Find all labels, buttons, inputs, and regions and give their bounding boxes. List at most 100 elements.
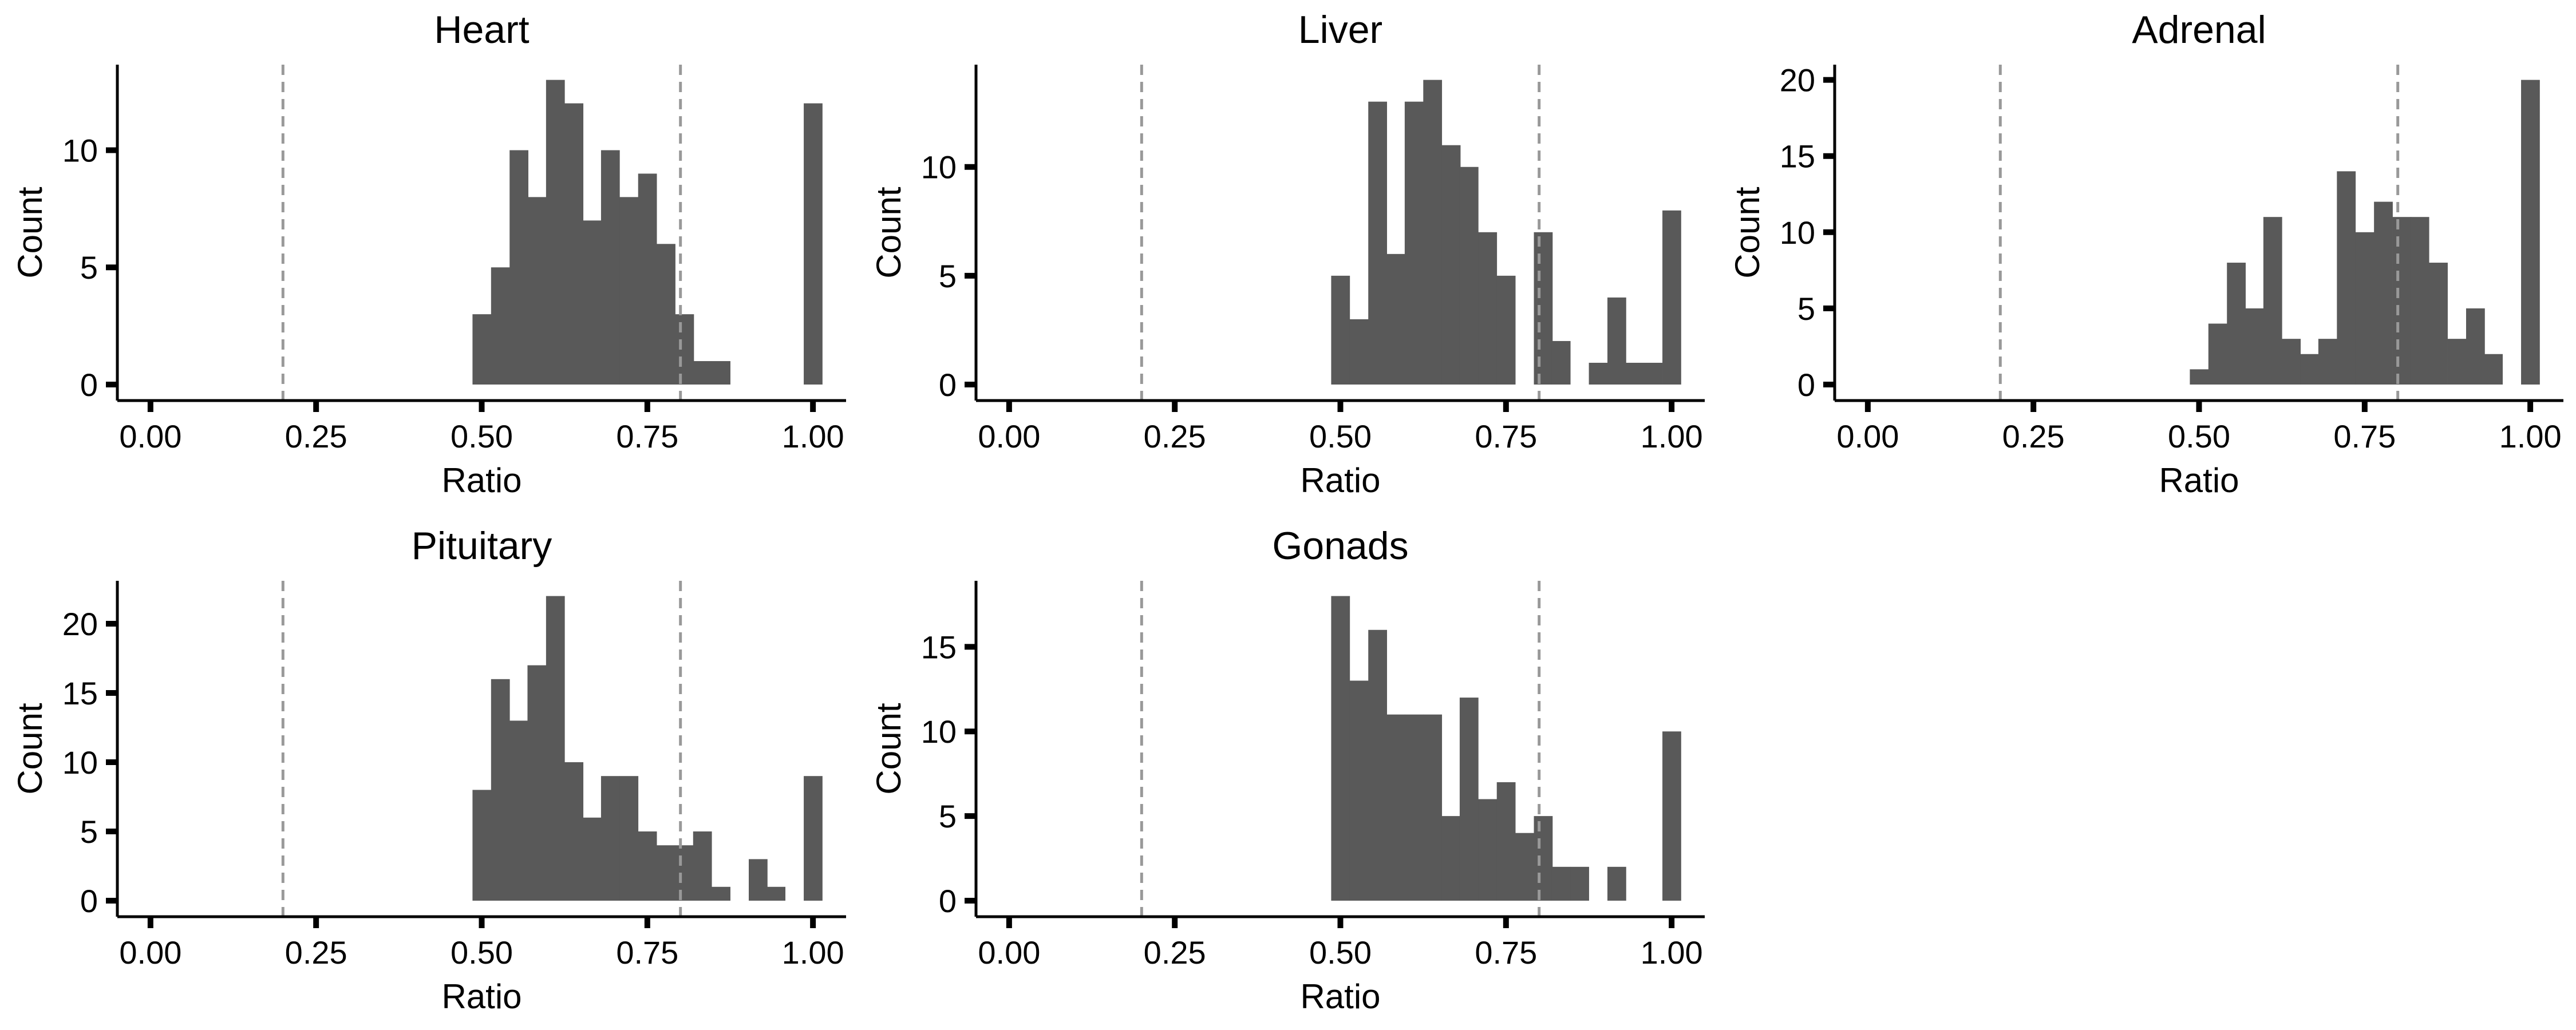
histogram-bar [1349,319,1369,385]
histogram-bar [2447,339,2467,385]
y-tick-label: 5 [939,258,957,294]
histogram-bar [1459,167,1479,385]
x-tick-label: 1.00 [782,418,844,454]
x-tick-label: 0.75 [616,934,678,970]
x-tick-label: 0.00 [978,934,1040,970]
histogram-bar [1404,714,1424,901]
y-tick-label: 5 [939,798,957,834]
histogram-bar [2392,217,2412,385]
histogram-bar [1349,680,1369,901]
panel-gonads: 0.00 0.25 0.50 0.75 1.00 0 5 10 15 Ratio Count Gona… [870,524,1705,1016]
histogram-bar [1496,782,1516,901]
x-tick-label: 0.50 [451,418,513,454]
y-axis-title: Count [11,703,49,794]
y-tick-label: 0 [80,367,98,403]
x-tick-label: 0.00 [1836,418,1899,454]
histogram-bar [1459,698,1479,901]
histogram-bar [712,886,730,901]
bars-liver [1331,80,1681,385]
histogram-bar [2208,323,2227,385]
histogram-bar [2521,80,2540,385]
bars-adrenal [2190,80,2540,385]
x-tick-label: 0.25 [1144,418,1206,454]
bars-gonads [1331,596,1681,901]
panel-liver: 0.00 0.25 0.50 0.75 1.00 0 5 10 Ratio Count Liver [870,8,1705,500]
histogram-bar [1607,297,1626,385]
x-tick-label: 0.00 [978,418,1040,454]
histogram-bar [619,776,639,901]
histogram-bar [2410,217,2429,385]
y-tick-label: 0 [1797,367,1815,403]
x-tick-label: 1.00 [1641,418,1703,454]
y-tick-label: 5 [80,814,98,850]
histogram-bar [2245,308,2264,385]
x-tick-label: 0.25 [1144,934,1206,970]
histogram-bar [1331,275,1350,385]
y-tick-label: 20 [62,606,98,642]
histogram-bar [527,665,547,901]
histogram-bar [546,80,565,385]
x-tick-label: 0.25 [2002,418,2065,454]
y-axis-title: Count [11,187,49,278]
x-axis-title: Ratio [441,977,521,1016]
panel-title: Heart [434,8,529,52]
x-tick-label: 0.25 [285,418,347,454]
histogram-bar [1441,816,1461,901]
y-tick-label: 10 [62,744,98,781]
histogram-bar [2355,232,2374,385]
panel-title: Liver [1298,8,1382,52]
histogram-bar [1404,101,1424,385]
y-tick-label: 0 [939,367,957,403]
x-tick-label: 0.50 [2168,418,2230,454]
histogram-bar [472,314,492,385]
y-tick-label: 0 [939,883,957,919]
x-tick-label: 0.50 [451,934,513,970]
histogram-bar [693,831,712,901]
histogram-bar [1589,362,1608,385]
panel-adrenal: 0.00 0.25 0.50 0.75 1.00 0 5 10 15 20 Ratio Count Ad… [1728,8,2563,500]
histogram-bar [564,103,584,385]
y-tick-label: 15 [62,675,98,711]
histogram-bar [527,197,547,385]
histogram-bar [2466,308,2485,385]
histogram-bar [2337,171,2356,385]
panel-title: Adrenal [2132,8,2266,52]
histogram-bar [638,831,657,901]
histogram-bar [564,762,584,901]
histogram-bar [491,679,510,901]
histogram-bar [1643,362,1663,385]
bars-pituitary [472,596,823,901]
y-tick-label: 5 [80,249,98,286]
histogram-bar [2374,201,2393,385]
panel-heart: 0.00 0.25 0.50 0.75 1.00 0 5 10 Ratio Count Heart [11,8,846,500]
y-tick-label: 15 [921,629,957,665]
histogram-bar [1662,731,1681,901]
histogram-bar [712,361,730,385]
panel-title: Pituitary [412,524,552,568]
histogram-bar [804,776,823,901]
histogram-bar [1331,596,1350,901]
histogram-bar [583,817,602,901]
x-tick-label: 0.75 [616,418,678,454]
histogram-bar [1441,145,1461,385]
histogram-bar [2300,354,2320,385]
y-tick-label: 0 [80,883,98,919]
y-axis-title: Count [1728,187,1767,278]
histogram-bar [1551,340,1571,385]
x-tick-label: 0.75 [2333,418,2396,454]
histogram-bar [1386,714,1405,901]
histogram-bar [638,173,657,385]
histogram-bar [657,244,675,385]
histogram-bar [1386,253,1405,385]
histogram-bar [1515,833,1534,901]
histogram-bar [1368,629,1387,901]
x-tick-label: 0.75 [1475,934,1537,970]
histogram-bar [1368,101,1387,385]
histogram-bar [1496,275,1516,385]
y-tick-label: 5 [1797,291,1815,327]
histogram-bar [1478,232,1498,385]
histogram-bar [2263,217,2282,385]
histogram-bar [509,150,528,385]
histogram-bar [767,886,786,901]
